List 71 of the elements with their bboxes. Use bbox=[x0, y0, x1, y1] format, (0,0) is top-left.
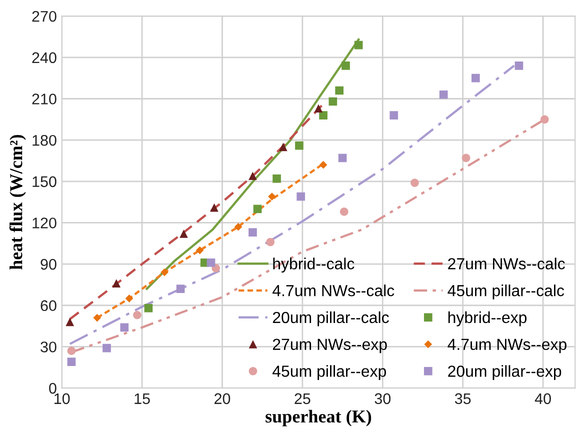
point bbox=[102, 344, 111, 352]
point bbox=[439, 90, 448, 99]
y-tick-label: 240 bbox=[32, 52, 56, 64]
legend-label: 20um pillar--exp bbox=[448, 365, 562, 380]
y-axis-title: heat flux (W/cm²) bbox=[9, 134, 26, 270]
point bbox=[335, 86, 344, 95]
legend-label: 20um pillar--calc bbox=[272, 311, 389, 326]
x-tick-label: 40 bbox=[534, 393, 551, 404]
point bbox=[328, 97, 338, 106]
point bbox=[268, 192, 276, 200]
point bbox=[160, 268, 168, 276]
point bbox=[340, 208, 348, 216]
point bbox=[120, 323, 129, 332]
point bbox=[125, 294, 134, 302]
legend-label: 27um NWs--exp bbox=[272, 338, 387, 354]
x-axis-title: superheat (K) bbox=[266, 410, 372, 426]
point bbox=[410, 178, 419, 187]
point bbox=[248, 172, 257, 180]
x-tick-label: 15 bbox=[134, 393, 150, 404]
point bbox=[390, 111, 398, 120]
y-tick-label: 120 bbox=[32, 218, 56, 228]
legend-label: hybrid--calc bbox=[273, 258, 354, 273]
legend-label: 4.7um NWs--calc bbox=[272, 284, 394, 296]
x-tick-label: 20 bbox=[214, 393, 230, 404]
point bbox=[272, 174, 281, 183]
point bbox=[354, 40, 363, 50]
point bbox=[295, 141, 304, 150]
legend-label: 4.7um NWs--exp bbox=[448, 338, 566, 354]
point bbox=[248, 228, 257, 237]
point bbox=[514, 62, 524, 70]
point bbox=[67, 346, 76, 355]
point bbox=[253, 204, 262, 214]
point bbox=[144, 304, 153, 312]
point bbox=[472, 74, 480, 82]
point bbox=[180, 230, 188, 238]
point bbox=[296, 192, 305, 201]
point bbox=[266, 238, 275, 246]
point bbox=[279, 142, 288, 152]
point bbox=[67, 358, 76, 366]
point bbox=[112, 279, 121, 288]
y-tick-label: 90 bbox=[40, 258, 56, 270]
point bbox=[342, 62, 350, 70]
y-tick-label: 180 bbox=[32, 134, 56, 146]
point bbox=[176, 284, 185, 294]
y-tick-label: 0 bbox=[49, 382, 56, 394]
y-tick-label: 210 bbox=[32, 94, 56, 104]
point bbox=[93, 314, 102, 322]
point bbox=[462, 154, 470, 162]
point bbox=[210, 203, 218, 212]
point bbox=[540, 115, 549, 124]
point bbox=[206, 258, 216, 267]
point bbox=[196, 246, 204, 254]
point bbox=[234, 222, 242, 231]
legend-label: 27um NWs--calc bbox=[448, 258, 565, 270]
y-tick-label: 60 bbox=[40, 300, 56, 312]
x-tick-label: 30 bbox=[374, 393, 391, 404]
point bbox=[319, 111, 328, 120]
legend-label: 45um pillar--exp bbox=[272, 365, 386, 380]
x-tick-label: 35 bbox=[454, 393, 471, 404]
x-tick-label: 25 bbox=[294, 393, 310, 404]
legend-label: hybrid--exp bbox=[448, 311, 527, 326]
point bbox=[338, 154, 347, 162]
y-tick-label: 150 bbox=[32, 176, 56, 188]
point bbox=[133, 310, 142, 320]
point bbox=[66, 318, 74, 326]
legend-label: 45um pillar--calc bbox=[448, 284, 564, 300]
y-tick-label: 30 bbox=[40, 342, 56, 352]
point bbox=[314, 104, 323, 113]
y-tick-label: 270 bbox=[32, 10, 56, 22]
point bbox=[319, 160, 328, 169]
x-tick-label: 10 bbox=[54, 393, 70, 404]
